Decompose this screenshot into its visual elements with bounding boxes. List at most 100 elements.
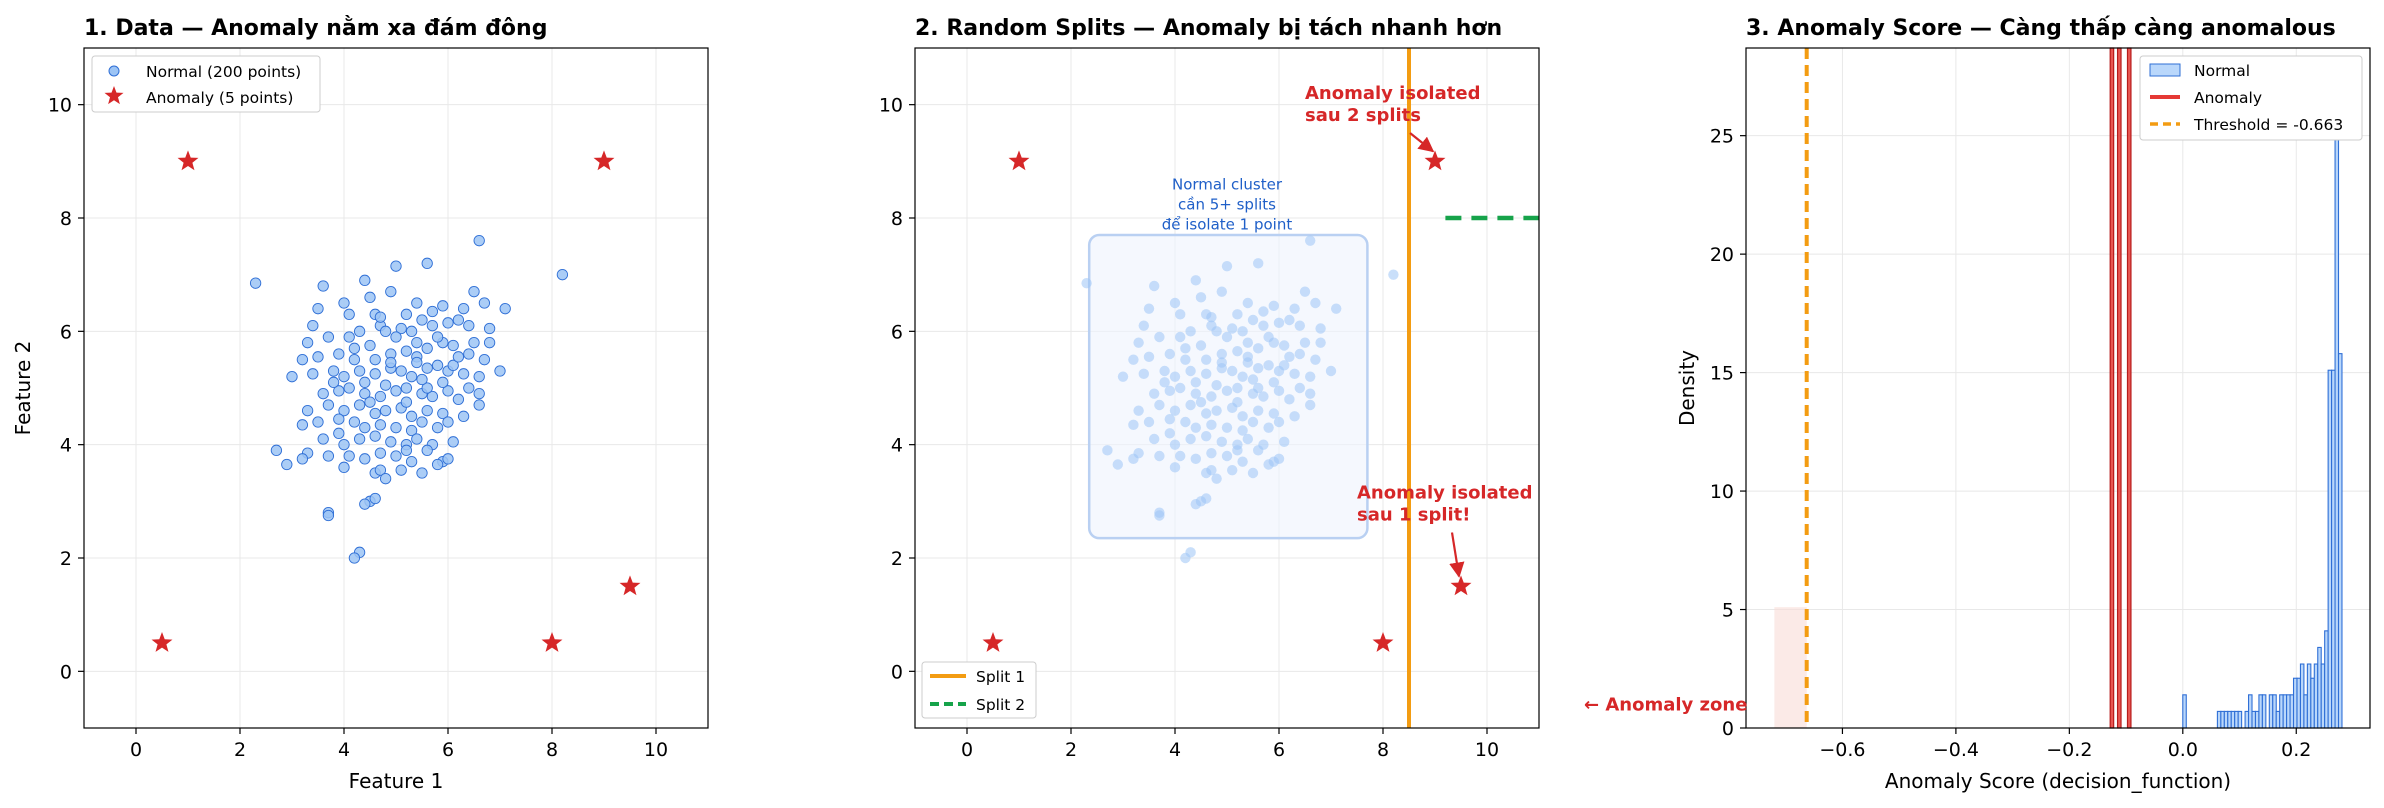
normal-point (442, 453, 454, 465)
normal-point-faded (1169, 462, 1181, 473)
normal-point (327, 365, 340, 377)
normal-point-faded (1268, 300, 1280, 312)
normal-point (307, 368, 319, 380)
annotation-isolated-text: Anomaly isolated (1305, 83, 1480, 104)
normal-point (359, 422, 371, 434)
anomaly-hist-bar (2126, 47, 2132, 729)
normal-point-faded (1263, 360, 1274, 371)
normal-point-faded (1211, 473, 1222, 484)
panel-1-scatter: 1. Data — Anomaly nằm xa đám đông 0 2 4 6 8 1… (11, 15, 709, 793)
normal-point (426, 320, 439, 332)
normal-point (395, 365, 407, 377)
normal-point (338, 461, 350, 473)
normal-point-faded (1133, 337, 1144, 348)
legend-label-normal: Normal (200 points) (146, 63, 301, 81)
normal-point (317, 280, 329, 292)
normal-point (312, 351, 324, 363)
legend-marker-normal (108, 65, 120, 77)
normal-point (437, 300, 449, 312)
normal-point-faded (1284, 314, 1295, 326)
annotation-isolated-text: sau 1 split! (1357, 505, 1470, 526)
normal-point (270, 444, 283, 456)
normal-point (457, 303, 470, 315)
normal-point-faded (1190, 498, 1202, 510)
normal-point (447, 339, 459, 352)
panel-3-xlabel: Anomaly Score (decision_function) (1885, 769, 2231, 793)
normal-point (301, 337, 314, 349)
legend-marker-anomaly (104, 86, 124, 105)
normal-point-faded (1201, 493, 1212, 504)
normal-point-faded (1221, 331, 1233, 343)
normal-point (411, 433, 423, 445)
normal-point (374, 390, 387, 403)
normal-point-faded (1112, 459, 1124, 470)
normal-point (437, 407, 449, 420)
normal-point (322, 331, 335, 343)
normal-point (411, 337, 423, 349)
normal-point (468, 286, 480, 298)
normal-point (379, 405, 392, 417)
panel-2-ytick-label: 2 (891, 548, 903, 570)
normal-point-faded (1081, 277, 1092, 289)
normal-point-faded (1102, 445, 1113, 456)
normal-point-faded (1190, 377, 1202, 388)
normal-point (478, 354, 491, 366)
normal-point-faded (1263, 459, 1274, 470)
normal-point-faded (1206, 391, 1217, 402)
normal-point (447, 436, 459, 448)
normal-point-faded (1232, 345, 1243, 357)
panel-3-ytick-label: 0 (1722, 718, 1734, 740)
normal-point (379, 379, 392, 391)
normal-point-faded (1253, 258, 1264, 269)
normal-point-faded (1154, 331, 1165, 343)
panel-3-xtick-label: −0.2 (2046, 739, 2092, 761)
normal-point-faded (1185, 433, 1196, 445)
normal-point (416, 314, 428, 326)
panel-2-title: 2. Random Splits — Anomaly bị tách nhanh… (915, 16, 1502, 41)
normal-point (463, 382, 475, 394)
normal-point (379, 325, 392, 337)
normal-point-faded (1232, 382, 1243, 394)
normal-point (431, 422, 444, 434)
anomaly-star (593, 150, 615, 171)
normal-point (416, 467, 428, 479)
normal-point-faded (1232, 396, 1243, 408)
normal-point-faded (1159, 377, 1170, 388)
anomaly-star (1424, 150, 1446, 171)
normal-point (296, 419, 309, 431)
legend-label-anomaly-hist: Anomaly (2194, 89, 2262, 107)
normal-point (385, 356, 397, 369)
normal-point-faded (1143, 351, 1155, 363)
normal-point-faded (1201, 368, 1212, 380)
normal-point-faded (1310, 297, 1321, 309)
normal-point (359, 274, 371, 286)
normal-point-faded (1232, 309, 1243, 320)
normal-point-faded (1388, 269, 1399, 280)
normal-point (364, 396, 376, 408)
normal-point-faded (1138, 368, 1150, 380)
normal-point-faded (1180, 552, 1191, 564)
normal-point (400, 308, 413, 320)
normal-point-faded (1299, 286, 1311, 297)
normal-point-faded (1227, 464, 1238, 476)
normal-point-faded (1201, 354, 1212, 365)
normal-point-faded (1263, 331, 1274, 343)
anomaly-star (1008, 150, 1030, 171)
normal-point-faded (1149, 280, 1160, 292)
normal-point-faded (1154, 399, 1165, 411)
normal-point (364, 291, 376, 303)
legend-label-split2: Split 2 (976, 696, 1025, 714)
normal-hist-bar (2261, 694, 2267, 729)
normal-point-faded (1164, 413, 1176, 425)
anomaly-star (619, 575, 641, 596)
normal-point-faded (1310, 354, 1321, 365)
anomaly-hist-bar (2109, 47, 2115, 729)
normal-point-faded (1289, 411, 1300, 422)
normal-point-faded (1253, 343, 1264, 354)
panel-3-ytick-label: 15 (1710, 363, 1734, 385)
annotation-cluster-text: Normal cluster (1172, 176, 1283, 194)
normal-point-faded (1201, 430, 1212, 442)
normal-point-faded (1253, 405, 1264, 416)
normal-point (405, 371, 418, 383)
normal-point (452, 351, 465, 363)
